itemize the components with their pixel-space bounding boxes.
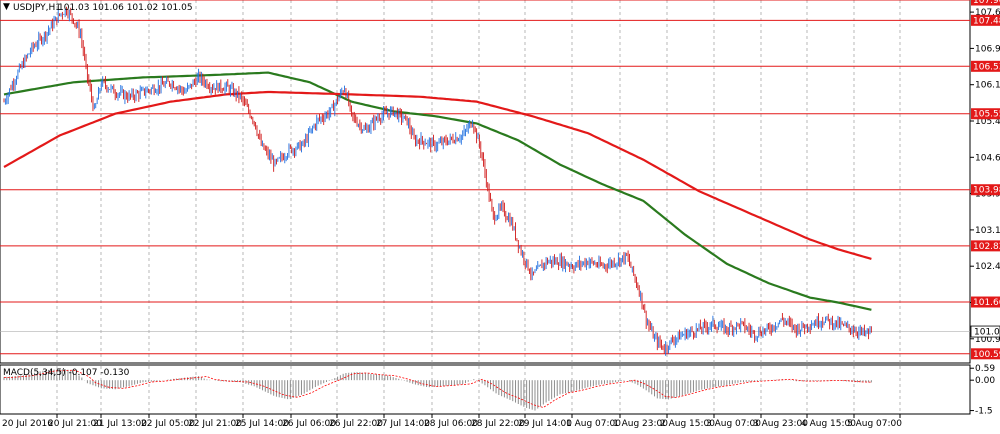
macd-tick-label: 0.59 — [975, 364, 995, 374]
level-price-tag — [971, 0, 1000, 6]
moving-average-line — [3, 90, 872, 260]
macd-label: MACD(5,34,5) -0.107 -0.130 — [3, 368, 130, 378]
time-tick-label: 29 Jul 14:00 — [518, 419, 572, 429]
price-tick-label: 106.15 — [975, 81, 1000, 91]
time-tick-label: 28 Jul 22:00 — [471, 419, 525, 429]
time-tick-label: 27 Jul 14:00 — [376, 419, 430, 429]
time-tick-label: 21 Jul 13:00 — [93, 419, 147, 429]
time-tick-label: 3 Aug 07:00 — [706, 419, 761, 429]
macd-tick-label: -1.5 — [975, 407, 993, 417]
symbol-label: USDJPY,H1 — [13, 3, 61, 13]
level-price-tag — [971, 240, 1000, 252]
level-price-label: 106.53 — [973, 62, 1000, 72]
level-price-label: 105.55 — [973, 110, 1000, 120]
moving-average-line — [3, 71, 872, 311]
level-price-tag — [971, 348, 1000, 360]
main-panel-frame — [0, 0, 971, 364]
level-price-label: 102.82 — [973, 242, 1000, 252]
level-price-tag — [971, 108, 1000, 120]
macd-panel-frame — [0, 364, 971, 415]
level-price-label: 103.98 — [973, 186, 1000, 196]
price-tick-label: 102.40 — [975, 262, 1000, 272]
time-tick-label: 26 Jul 06:00 — [282, 419, 336, 429]
level-price-tag — [971, 296, 1000, 308]
price-tick-label: 106.90 — [975, 44, 1000, 54]
time-tick-label: 20 Jul 2016 — [2, 419, 53, 429]
price-tick-label: 105.40 — [975, 117, 1000, 127]
time-tick-label: 1 Aug 07:00 — [566, 419, 621, 429]
macd-signal-line — [4, 369, 872, 408]
level-price-tag — [971, 60, 1000, 72]
level-price-tag — [971, 14, 1000, 26]
macd-tick-label: 0.00 — [975, 376, 995, 386]
current-price-label: 101.05 — [974, 328, 1000, 338]
time-tick-label: 22 Jul 21:00 — [188, 419, 242, 429]
time-tick-label: 22 Jul 05:00 — [141, 419, 195, 429]
price-tick-label: 103.15 — [975, 226, 1000, 236]
time-tick-label: 5 Aug 07:00 — [847, 419, 902, 429]
time-tick-label: 4 Aug 15:00 — [801, 419, 856, 429]
level-price-tag — [971, 184, 1000, 196]
price-tick-label: 107.65 — [975, 8, 1000, 18]
ohlc-header: 101.03 101.06 101.02 101.05 — [58, 3, 193, 13]
time-tick-label: 3 Aug 23:00 — [753, 419, 808, 429]
price-tick-label: 100.90 — [975, 335, 1000, 345]
dropdown-triangle-icon[interactable]: ▼ — [3, 2, 10, 12]
time-tick-label: 1 Aug 23:00 — [613, 419, 668, 429]
level-price-label: 100.59 — [973, 350, 1000, 360]
level-price-label: 107.48 — [973, 16, 1000, 26]
time-tick-label: 2 Aug 15:00 — [660, 419, 715, 429]
time-tick-label: 26 Jul 22:00 — [329, 419, 383, 429]
time-tick-label: 28 Jul 06:00 — [424, 419, 478, 429]
time-tick-label: 25 Jul 14:00 — [235, 419, 289, 429]
time-tick-label: 20 Jul 21:00 — [48, 419, 102, 429]
level-price-label: 101.66 — [973, 298, 1000, 308]
level-price-label: 107.90 — [973, 0, 1000, 6]
current-price-tag — [970, 325, 1000, 338]
price-tick-label: 104.65 — [975, 153, 1000, 163]
